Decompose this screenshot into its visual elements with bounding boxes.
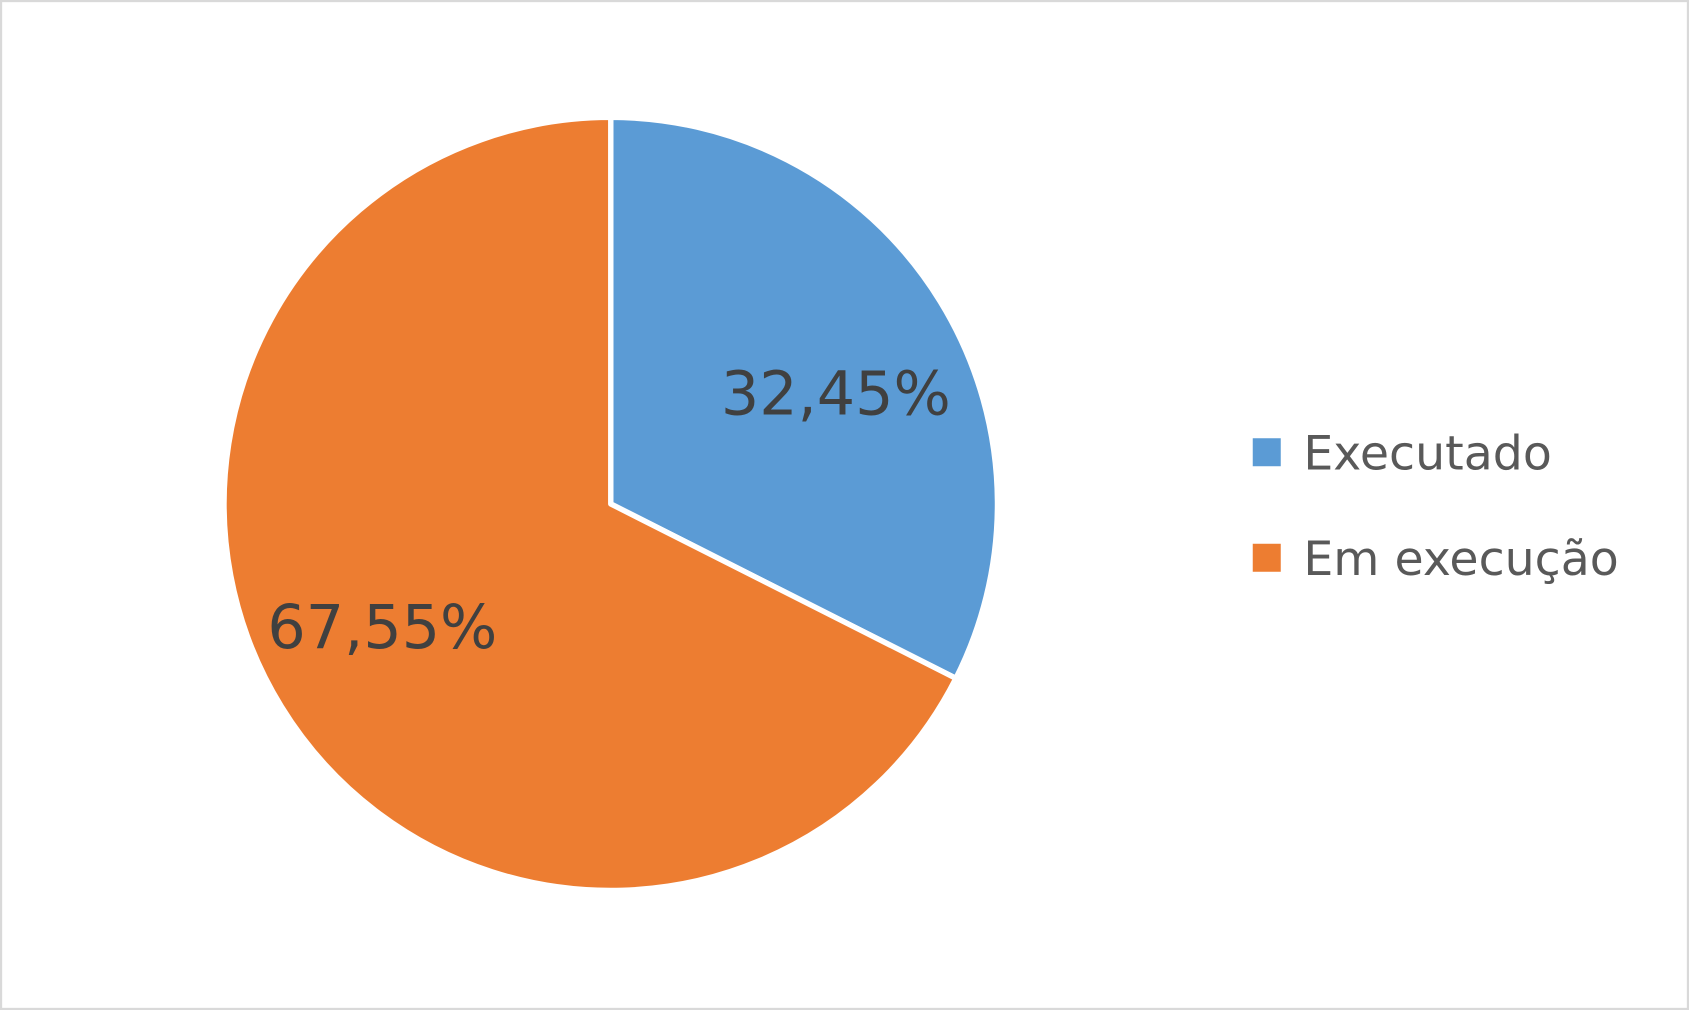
legend: Executado Em execução [1252,426,1619,587]
legend-label-executado: Executado [1303,426,1551,481]
legend-label-em-execucao: Em execução [1303,532,1618,587]
pie-slice-executado [608,114,1001,682]
data-label-em-execucao: 67,55% [267,593,497,663]
legend-swatch-em-execucao [1252,543,1281,572]
pie-slice-em-execucao [221,114,959,894]
legend-swatch-executado [1252,438,1281,467]
data-label-executado: 32,45% [721,360,951,430]
